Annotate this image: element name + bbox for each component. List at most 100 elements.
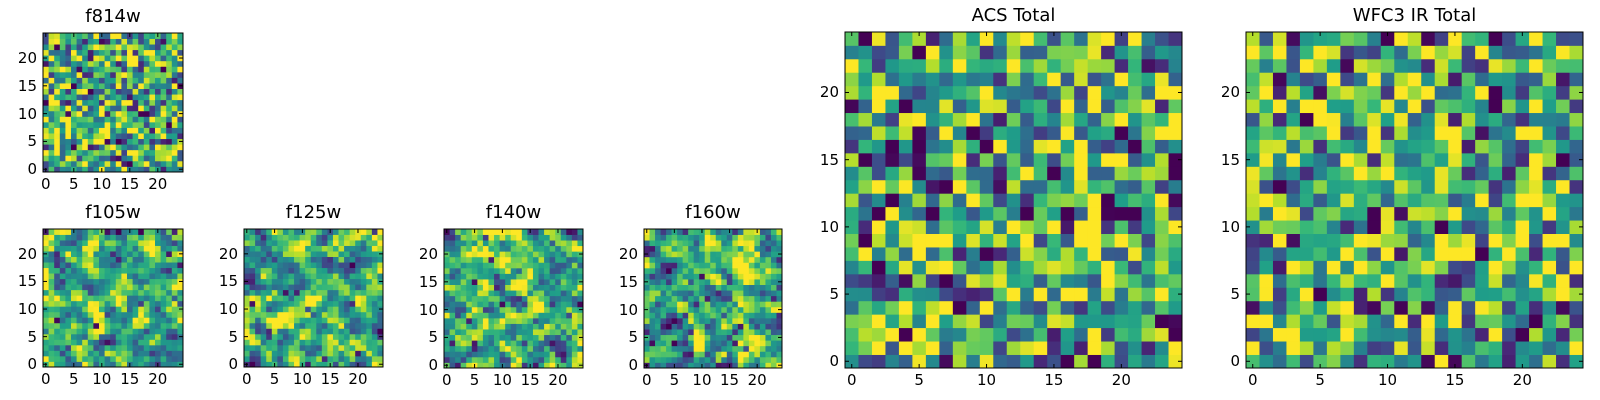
heatmap-cell — [544, 340, 551, 347]
y-tick-label: 20 — [418, 245, 438, 264]
heatmap-cell — [110, 166, 117, 173]
heatmap-cell — [177, 300, 184, 307]
heatmap-cell — [127, 66, 133, 73]
heatmap-cell — [655, 329, 661, 336]
heatmap-cell — [87, 350, 94, 357]
heatmap-cell — [952, 287, 967, 302]
heatmap-cell — [737, 312, 744, 319]
heatmap-cell — [471, 340, 478, 347]
heatmap-cell — [104, 361, 111, 368]
heatmap-cell — [1246, 152, 1260, 167]
heatmap-cell — [682, 256, 689, 263]
heatmap-cell — [1020, 166, 1035, 181]
heatmap-cell — [166, 339, 173, 346]
heatmap-cell — [138, 328, 145, 335]
heatmap-cell — [538, 273, 545, 280]
heatmap-cell — [721, 345, 728, 352]
heatmap-cell — [571, 340, 578, 347]
heatmap-cell — [59, 71, 66, 78]
heatmap-cell — [898, 247, 913, 261]
heatmap-cell — [966, 206, 981, 221]
heatmap-cell — [748, 340, 755, 347]
heatmap-cell — [1529, 32, 1543, 46]
heatmap-cell — [532, 245, 539, 252]
heatmap-cell — [715, 295, 722, 302]
heatmap-cell — [721, 234, 728, 241]
heatmap-cell — [1286, 233, 1301, 248]
heatmap-cell — [721, 340, 728, 347]
heatmap-cell — [649, 251, 656, 258]
heatmap-cell — [99, 339, 105, 346]
heatmap-cell — [710, 323, 717, 330]
heatmap-cell — [1114, 166, 1129, 181]
heatmap-cell — [260, 306, 267, 313]
heatmap-cell — [143, 88, 150, 95]
heatmap-cell — [87, 306, 94, 313]
heatmap-cell — [1047, 99, 1062, 114]
heatmap-cell — [704, 306, 711, 313]
heatmap-cell — [1074, 166, 1089, 181]
heatmap-cell — [682, 284, 689, 291]
heatmap-cell — [316, 267, 323, 274]
heatmap-cell — [1340, 354, 1355, 369]
heatmap-cell — [1448, 287, 1463, 302]
heatmap-cell — [660, 329, 667, 336]
heatmap-cell — [737, 345, 744, 352]
heatmap-cell — [1515, 58, 1530, 73]
heatmap-cell — [649, 323, 656, 330]
heatmap-cell — [455, 323, 462, 330]
heatmap-cell — [1272, 166, 1287, 181]
heatmap-cell — [939, 193, 954, 208]
heatmap-cell — [477, 229, 484, 235]
heatmap-cell — [682, 240, 689, 247]
heatmap-cell — [288, 245, 295, 252]
heatmap-cell — [754, 284, 761, 291]
heatmap-cell — [166, 317, 173, 324]
heatmap-cell — [770, 240, 777, 247]
heatmap-cell — [538, 340, 545, 347]
heatmap-cell — [1569, 273, 1584, 288]
heatmap-cell — [1529, 179, 1543, 194]
heatmap-cell — [577, 262, 584, 269]
heatmap-cell — [104, 160, 111, 167]
heatmap-cell — [110, 149, 117, 156]
heatmap-cell — [76, 245, 83, 252]
heatmap-cell — [1529, 152, 1543, 167]
heatmap-cell — [482, 229, 489, 235]
y-tick-label: 10 — [1220, 217, 1240, 236]
heatmap-cell — [316, 355, 323, 362]
y-tick-label: 20 — [218, 244, 238, 263]
heatmap-cell — [655, 301, 661, 308]
heatmap-cell — [260, 245, 267, 252]
heatmap-cell — [466, 323, 473, 330]
heatmap-cell — [726, 351, 733, 358]
heatmap-cell — [76, 83, 83, 89]
heatmap-cell — [155, 88, 161, 95]
heatmap-cell — [527, 306, 534, 313]
heatmap-cell — [1326, 112, 1341, 127]
heatmap-cell — [1448, 72, 1463, 87]
heatmap-cell — [1421, 300, 1436, 315]
heatmap-cell — [121, 77, 128, 84]
heatmap-cell — [360, 300, 367, 307]
heatmap-cell — [177, 311, 184, 318]
heatmap-cell — [721, 351, 728, 358]
heatmap-cell — [1353, 166, 1368, 181]
heatmap-cell — [344, 289, 351, 296]
heatmap-cell — [87, 55, 94, 62]
heatmap-cell — [1380, 32, 1395, 46]
heatmap-cell — [532, 256, 539, 263]
heatmap-cell — [858, 193, 873, 208]
heatmap-cell — [688, 317, 695, 324]
heatmap-cell — [449, 306, 456, 313]
heatmap-cell — [288, 289, 295, 296]
heatmap-cell — [171, 322, 178, 329]
heatmap-cell — [538, 262, 545, 269]
heatmap-cell — [48, 133, 55, 140]
heatmap-cell — [1006, 206, 1021, 221]
heatmap-cell — [59, 66, 66, 73]
heatmap-cell — [1475, 300, 1490, 315]
heatmap-cell — [177, 121, 184, 128]
heatmap-cell — [149, 267, 156, 274]
heatmap-cell — [1529, 260, 1543, 275]
